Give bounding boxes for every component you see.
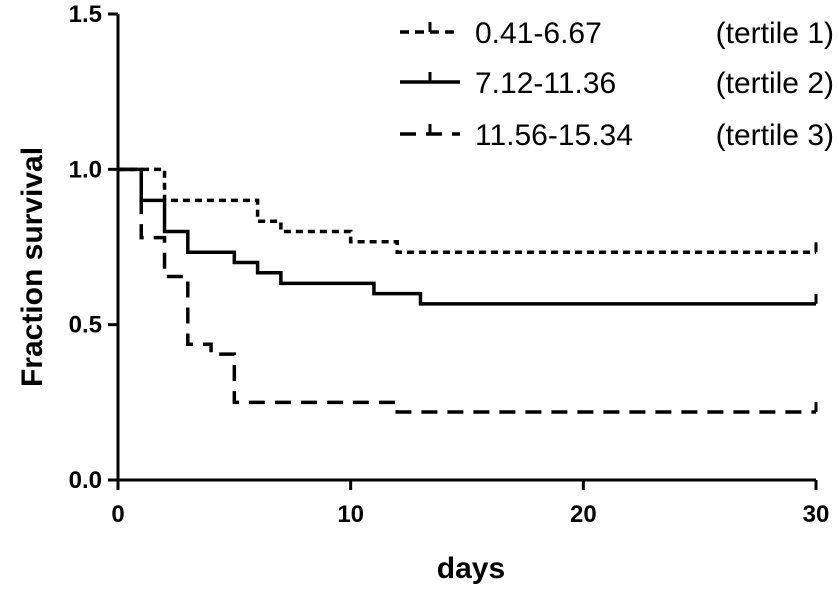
x-tick-label: 30 xyxy=(803,501,830,528)
y-axis-title: Fraction survival xyxy=(16,147,49,387)
legend-label-2: 7.12-11.36 xyxy=(475,67,616,100)
y-tick-label: 1.0 xyxy=(69,156,102,183)
legend-note-1: (tertile 1) xyxy=(716,17,834,50)
legend: 0.41-6.67 (tertile 1) 7.12-11.36 (tertile 2… xyxy=(400,17,834,152)
series-group xyxy=(118,167,818,414)
x-tick-label: 20 xyxy=(570,501,597,528)
x-tick-label: 10 xyxy=(337,501,364,528)
y-tick-label: 1.5 xyxy=(69,1,102,28)
axes: 0 10 20 30 0.0 0.5 1.0 1.5 xyxy=(69,1,830,528)
y-tick-label: 0.5 xyxy=(69,312,102,339)
legend-note-3: (tertile 3) xyxy=(716,119,834,152)
legend-label-3: 11.56-15.34 xyxy=(475,119,633,152)
x-axis-title: days xyxy=(437,552,505,585)
series-line-2 xyxy=(118,167,816,306)
legend-note-2: (tertile 2) xyxy=(716,67,834,100)
y-tick-label: 0.0 xyxy=(69,467,102,494)
series-line-3 xyxy=(118,167,816,414)
series-line-1 xyxy=(118,167,816,255)
x-tick-label: 0 xyxy=(111,501,124,528)
legend-label-1: 0.41-6.67 xyxy=(475,17,602,50)
